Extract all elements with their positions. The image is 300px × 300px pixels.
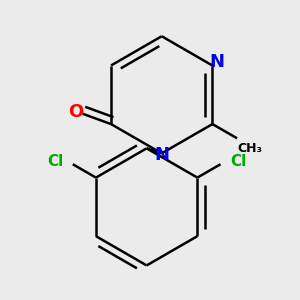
Text: N: N [209,53,224,71]
Text: N: N [154,146,169,164]
Text: Cl: Cl [47,154,63,169]
Text: O: O [68,103,83,121]
Text: Cl: Cl [230,154,246,169]
Text: CH₃: CH₃ [238,142,263,154]
